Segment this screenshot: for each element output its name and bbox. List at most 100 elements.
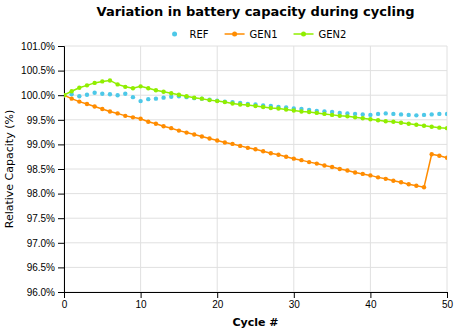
axis-domain bbox=[65, 293, 448, 299]
data-point bbox=[437, 154, 441, 158]
tick-label: 99.0% bbox=[27, 139, 55, 150]
data-point bbox=[138, 84, 142, 88]
grid-line bbox=[64, 169, 447, 170]
data-point bbox=[391, 112, 395, 116]
data-point bbox=[169, 91, 173, 95]
data-point bbox=[184, 94, 188, 98]
data-point bbox=[131, 95, 135, 99]
data-point bbox=[77, 99, 81, 103]
data-point bbox=[230, 142, 234, 146]
data-point bbox=[292, 108, 296, 112]
grid-line bbox=[64, 95, 447, 96]
data-point bbox=[368, 117, 372, 121]
tick: 99.5% bbox=[27, 115, 64, 126]
data-point bbox=[391, 179, 395, 183]
data-point bbox=[399, 112, 403, 116]
data-point bbox=[353, 170, 357, 174]
tick-label: 20 bbox=[212, 299, 224, 310]
tick: 98.0% bbox=[27, 188, 64, 199]
data-point bbox=[246, 102, 250, 106]
tick-label: 96.5% bbox=[27, 262, 55, 273]
tick-label: 99.5% bbox=[27, 115, 55, 126]
data-point bbox=[154, 96, 158, 100]
data-point bbox=[115, 93, 119, 97]
data-point bbox=[407, 113, 411, 117]
y-axis-title: Relative Capacity (%) bbox=[3, 110, 16, 228]
data-point bbox=[284, 107, 288, 111]
tick-mark bbox=[58, 267, 64, 268]
grid-line bbox=[64, 119, 447, 120]
data-point bbox=[92, 81, 96, 85]
grid-line bbox=[64, 193, 447, 194]
data-point bbox=[422, 185, 426, 189]
data-point bbox=[85, 83, 89, 87]
data-point bbox=[261, 149, 265, 153]
tick: 97.5% bbox=[27, 213, 64, 224]
data-point bbox=[100, 107, 104, 111]
series-line bbox=[64, 95, 447, 187]
data-point bbox=[177, 93, 181, 97]
tick-label: 97.5% bbox=[27, 213, 55, 224]
data-point bbox=[276, 153, 280, 157]
data-point bbox=[422, 113, 426, 117]
data-point bbox=[399, 180, 403, 184]
data-point bbox=[261, 105, 265, 109]
data-point bbox=[108, 92, 112, 96]
tick-mark bbox=[58, 144, 64, 145]
data-point bbox=[200, 96, 204, 100]
data-point bbox=[138, 99, 142, 103]
data-point bbox=[322, 163, 326, 167]
data-point bbox=[92, 104, 96, 108]
tick: 96.0% bbox=[27, 287, 64, 298]
data-point bbox=[177, 128, 181, 132]
tick-label: 100.0% bbox=[21, 90, 55, 101]
data-point bbox=[146, 120, 150, 124]
data-point bbox=[207, 136, 211, 140]
data-point bbox=[361, 116, 365, 120]
data-point bbox=[138, 117, 142, 121]
data-point bbox=[192, 95, 196, 99]
tick: 40 bbox=[365, 292, 377, 310]
data-point bbox=[230, 101, 234, 105]
series bbox=[64, 91, 447, 118]
data-point bbox=[69, 89, 73, 93]
data-point bbox=[338, 114, 342, 118]
data-point bbox=[77, 86, 81, 90]
tick-mark bbox=[58, 46, 64, 47]
tick-label: 30 bbox=[289, 299, 301, 310]
data-point bbox=[223, 99, 227, 103]
data-point bbox=[123, 114, 127, 118]
data-point bbox=[215, 98, 219, 102]
series bbox=[64, 93, 447, 189]
data-point bbox=[253, 104, 257, 108]
data-point bbox=[414, 113, 418, 117]
grid-line bbox=[217, 46, 218, 292]
legend: REFGEN1GEN2 bbox=[172, 29, 346, 40]
tick-mark bbox=[447, 292, 448, 298]
data-point bbox=[368, 173, 372, 177]
data-point bbox=[407, 182, 411, 186]
grid-line bbox=[64, 144, 447, 145]
data-point bbox=[108, 78, 112, 82]
data-point bbox=[85, 93, 89, 97]
tick-label: 98.5% bbox=[27, 164, 55, 175]
data-point bbox=[146, 86, 150, 90]
tick-mark bbox=[58, 120, 64, 121]
tick-mark bbox=[370, 292, 371, 298]
data-point bbox=[361, 112, 365, 116]
data-point bbox=[253, 147, 257, 151]
tick-mark bbox=[141, 292, 142, 298]
tick: 30 bbox=[289, 292, 301, 310]
tick-mark bbox=[58, 169, 64, 170]
tick: 50 bbox=[442, 292, 454, 310]
data-point bbox=[429, 152, 433, 156]
tick: 97.0% bbox=[27, 238, 64, 249]
grid-line bbox=[447, 46, 448, 292]
tick-mark bbox=[58, 292, 64, 293]
data-point bbox=[384, 111, 388, 115]
tick-label: 98.0% bbox=[27, 188, 55, 199]
data-point bbox=[368, 113, 372, 117]
tick: 100.5% bbox=[21, 65, 64, 76]
data-point bbox=[123, 92, 127, 96]
data-point bbox=[184, 95, 188, 99]
